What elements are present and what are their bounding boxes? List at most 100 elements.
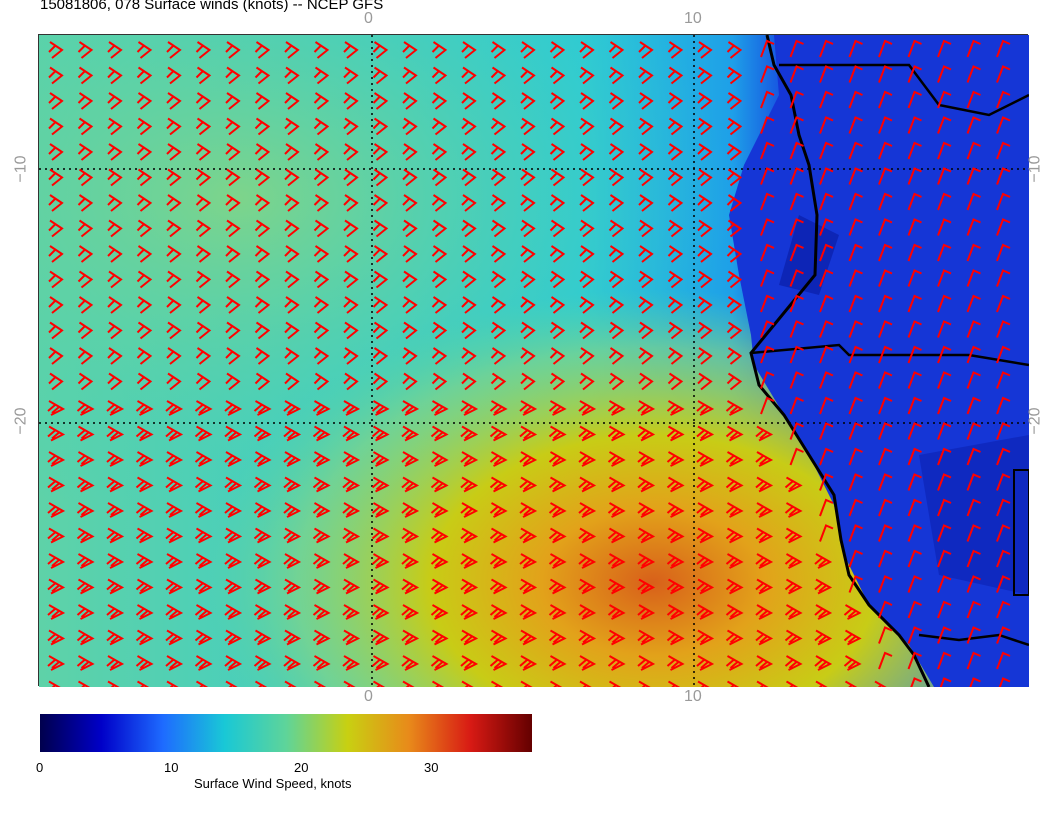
wind-barb (107, 41, 123, 59)
wind-barb (608, 168, 625, 187)
wind-barb (697, 372, 713, 391)
wind-barb (848, 39, 863, 58)
wind-barb (402, 168, 418, 187)
wind-barb (253, 655, 272, 671)
wind-barb (106, 451, 125, 467)
wind-barb (490, 372, 507, 391)
wind-barb (461, 143, 477, 161)
wind-barb (966, 549, 981, 568)
wind-barb (907, 473, 922, 491)
wind-barb (166, 143, 182, 161)
wind-barb (819, 422, 834, 440)
wind-barb (372, 66, 389, 85)
wind-barb (106, 604, 125, 620)
wind-barb (461, 296, 477, 314)
wind-barb (579, 66, 595, 85)
wind-barb (430, 655, 449, 671)
lon-tick-top-0: 0 (364, 10, 373, 27)
wind-barb (136, 143, 153, 161)
wind-barb (697, 680, 710, 687)
wind-barb (607, 655, 626, 671)
wind-barb (878, 141, 893, 160)
wind-barb (431, 245, 448, 263)
wind-barb (401, 425, 420, 442)
wind-barb (342, 451, 361, 467)
wind-barb (638, 66, 654, 85)
wind-barb (342, 553, 361, 569)
wind-barb (283, 655, 302, 671)
wind-barb (548, 578, 567, 595)
wind-barb (608, 296, 625, 314)
wind-barb (76, 553, 95, 569)
wind-barb (667, 92, 684, 110)
wind-barb (401, 451, 420, 467)
wind-barb (937, 116, 952, 134)
wind-barb (489, 604, 508, 620)
wind-barb (48, 92, 64, 110)
wind-barb (937, 447, 952, 466)
wind-barb (136, 321, 153, 340)
wind-barb (784, 629, 803, 646)
wind-barb (608, 219, 625, 238)
wind-barb (254, 372, 271, 391)
wind-barb (726, 66, 743, 85)
wind-barb (996, 218, 1011, 236)
wind-barb (225, 41, 241, 59)
wind-barb (848, 320, 863, 338)
wind-barb (137, 680, 150, 687)
wind-barb (726, 347, 743, 365)
wind-barb (937, 243, 952, 262)
wind-barb (937, 498, 952, 517)
wind-barb (667, 143, 684, 161)
wind-barb (578, 425, 597, 442)
wind-barb (372, 117, 389, 136)
wind-barb (313, 143, 330, 161)
wind-barb (490, 270, 507, 289)
wind-barb (460, 451, 479, 467)
wind-barb (937, 575, 952, 593)
wind-barb (725, 629, 744, 646)
wind-barb (401, 527, 420, 544)
wind-barb (966, 498, 981, 517)
wind-barb (431, 117, 448, 136)
wind-barb (755, 476, 774, 493)
wind-barb (907, 65, 922, 83)
wind-barb (195, 66, 212, 85)
wind-barb (313, 41, 330, 59)
wind-barb (284, 41, 300, 59)
wind-barb (937, 371, 952, 389)
wind-barb (48, 680, 61, 687)
wind-barb (789, 39, 804, 58)
wind-barb (224, 425, 243, 442)
wind-barb (784, 502, 803, 518)
wind-barb (77, 41, 94, 59)
wind-barb (107, 168, 123, 187)
wind-barb (549, 117, 566, 136)
wind-barb (814, 655, 833, 671)
wind-barb (755, 425, 774, 442)
wind-barb (819, 396, 834, 415)
wind-barb (907, 218, 922, 236)
wind-barb (907, 192, 922, 211)
wind-barb (819, 65, 834, 83)
wind-barb (107, 245, 123, 263)
wind-barb (549, 296, 566, 314)
wind-barb (878, 90, 893, 109)
wind-barb (996, 498, 1011, 517)
wind-barb (283, 502, 302, 518)
wind-barb (166, 321, 182, 340)
wind-barb (194, 527, 213, 544)
wind-barb (461, 219, 477, 238)
wind-barb (996, 167, 1011, 185)
wind-barb (579, 296, 595, 314)
wind-barb (667, 194, 684, 212)
wind-barb (371, 553, 390, 569)
wind-barb (489, 629, 508, 646)
wind-barb (549, 347, 566, 365)
wind-barb (106, 476, 125, 493)
wind-barb (47, 527, 66, 544)
wind-barb (848, 498, 863, 517)
wind-barb (48, 219, 64, 238)
wind-barb (969, 677, 981, 687)
wind-barb (726, 219, 743, 238)
